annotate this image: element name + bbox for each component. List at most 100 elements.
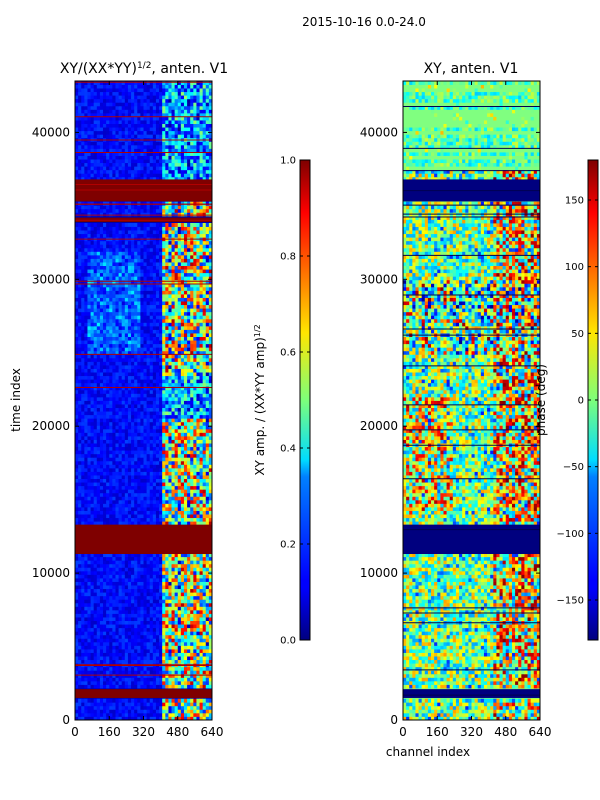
amplitude-cell	[196, 414, 200, 419]
amplitude-cell	[103, 464, 107, 469]
amplitude-cell	[143, 439, 148, 444]
amplitude-cell	[115, 421, 119, 426]
amplitude-cell	[205, 702, 210, 707]
amplitude-cell	[168, 304, 172, 309]
amplitude-cell	[81, 365, 85, 369]
amplitude-cell	[109, 680, 113, 685]
amplitude-cell	[81, 645, 85, 650]
amplitude-cell	[96, 510, 101, 515]
amplitude-cell	[143, 407, 148, 412]
amplitude-cell	[109, 652, 113, 657]
amplitude-cell	[127, 677, 132, 682]
amplitude-cell	[162, 503, 166, 508]
amplitude-cell	[140, 311, 144, 316]
amplitude-cell	[93, 602, 98, 607]
amplitude-cell	[152, 404, 157, 408]
amplitude-cell	[171, 365, 176, 369]
amplitude-cell	[103, 279, 107, 284]
amplitude-cell	[84, 677, 88, 682]
amplitude-cell	[177, 350, 182, 355]
amplitude-cell	[199, 496, 204, 501]
amplitude-cell	[109, 602, 113, 607]
amplitude-cell	[112, 318, 116, 323]
amplitude-cell	[131, 308, 135, 313]
amplitude-cell	[165, 301, 169, 306]
amplitude-cell	[78, 624, 82, 629]
amplitude-cell	[183, 443, 188, 448]
amplitude-cell	[193, 478, 197, 483]
amplitude-cell	[180, 510, 185, 515]
amplitude-cell	[109, 375, 113, 380]
amplitude-cell	[168, 489, 172, 494]
amplitude-cell	[109, 496, 113, 501]
amplitude-cell	[99, 503, 104, 508]
amplitude-cell	[171, 439, 176, 444]
amplitude-cell	[180, 595, 185, 600]
amplitude-cell	[180, 414, 185, 419]
amplitude-cell	[187, 428, 191, 433]
amplitude-cell	[152, 379, 157, 384]
amplitude-cell	[118, 389, 123, 394]
amplitude-cell	[196, 357, 200, 362]
amplitude-cell	[193, 496, 197, 501]
amplitude-cell	[162, 375, 166, 380]
amplitude-cell	[205, 396, 210, 401]
amplitude-cell	[193, 425, 197, 430]
amplitude-cell	[143, 624, 148, 629]
amplitude-cell	[93, 599, 98, 604]
amplitude-cell	[106, 478, 110, 483]
amplitude-cell	[155, 705, 160, 710]
amplitude-cell	[149, 393, 154, 398]
amplitude-cell	[131, 709, 135, 714]
amplitude-cell	[168, 556, 172, 561]
amplitude-cell	[109, 365, 113, 369]
amplitude-cell	[196, 606, 200, 611]
amplitude-cell	[155, 624, 160, 629]
amplitude-cell	[208, 567, 212, 572]
amplitude-cell	[190, 659, 194, 664]
amplitude-cell	[190, 702, 194, 707]
amplitude-cell	[87, 464, 91, 469]
amplitude-cell	[106, 467, 110, 472]
amplitude-cell	[131, 631, 135, 636]
amplitude-cell	[118, 357, 123, 362]
amplitude-cell	[149, 432, 154, 437]
amplitude-cell	[193, 368, 197, 373]
amplitude-cell	[152, 325, 157, 330]
amplitude-cell	[134, 712, 138, 717]
amplitude-cell	[109, 563, 113, 568]
amplitude-cell	[127, 301, 132, 306]
amplitude-cell	[118, 311, 123, 316]
amplitude-cell	[109, 631, 113, 636]
amplitude-cell	[90, 343, 95, 348]
amplitude-cell	[162, 428, 166, 433]
amplitude-cell	[177, 514, 182, 519]
amplitude-cell	[187, 386, 191, 391]
amplitude-cell	[190, 368, 194, 373]
amplitude-cell	[180, 290, 185, 295]
amplitude-cell	[168, 716, 172, 720]
amplitude-cell	[127, 609, 132, 614]
amplitude-cell	[196, 386, 200, 391]
amplitude-cell	[115, 432, 119, 437]
amplitude-cell	[180, 617, 185, 621]
amplitude-cell	[187, 411, 191, 416]
amplitude-cell	[171, 634, 176, 639]
amplitude-cell	[78, 496, 82, 501]
amplitude-cell	[171, 315, 176, 320]
amplitude-cell	[202, 485, 207, 490]
amplitude-cell	[121, 492, 126, 497]
amplitude-cell	[127, 613, 132, 618]
amplitude-cell	[168, 457, 172, 462]
amplitude-cell	[140, 475, 144, 479]
amplitude-cell	[81, 716, 85, 720]
amplitude-cell	[87, 418, 91, 423]
amplitude-cell	[146, 347, 151, 352]
amplitude-cell	[162, 641, 166, 646]
amplitude-cell	[99, 649, 104, 653]
amplitude-cell	[137, 365, 141, 369]
amplitude-cell	[187, 556, 191, 561]
amplitude-cell	[208, 386, 212, 391]
amplitude-cell	[137, 659, 141, 664]
amplitude-cell	[183, 578, 188, 582]
